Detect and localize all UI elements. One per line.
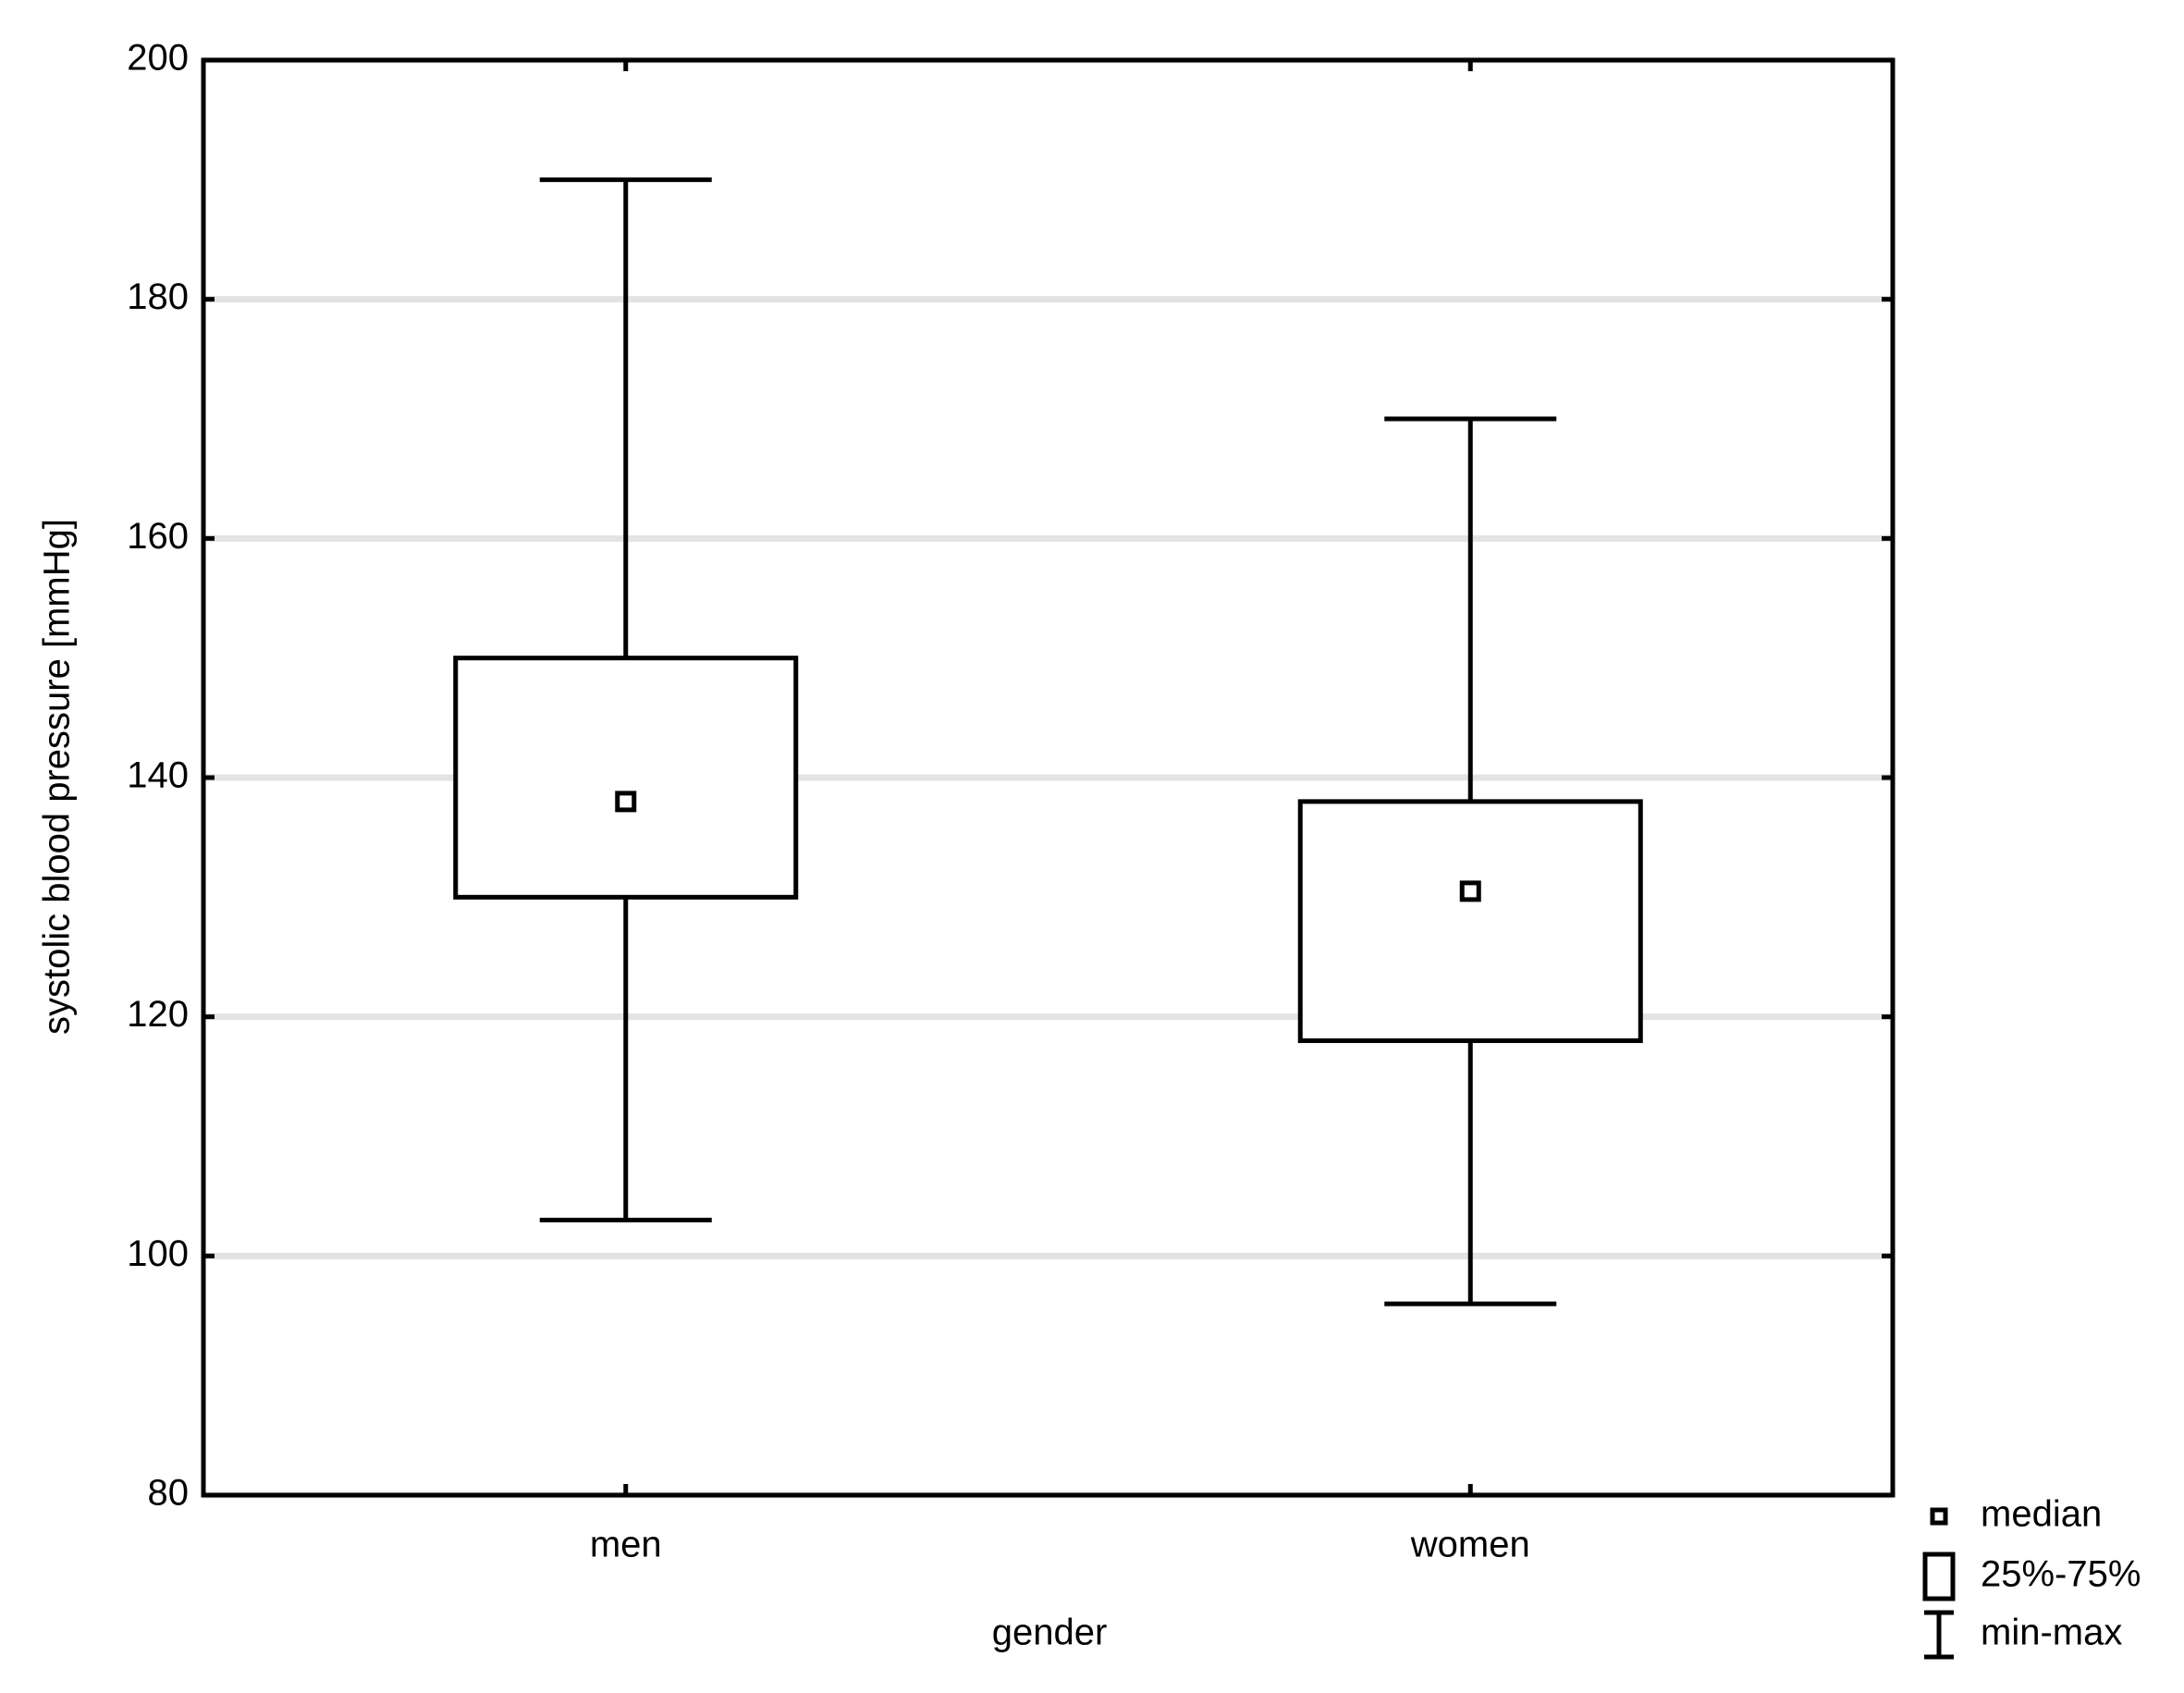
- y-tick-label: 120: [127, 994, 189, 1035]
- box: [1297, 799, 1643, 1044]
- y-tick-label: 180: [127, 276, 189, 317]
- y-tick-label: 200: [127, 38, 189, 79]
- x-axis-label: gender: [992, 1613, 1108, 1653]
- median-marker: [615, 791, 637, 813]
- x-tick-label: men: [590, 1525, 662, 1565]
- median-marker: [1459, 880, 1481, 902]
- legend-median-icon: [1930, 1507, 1948, 1526]
- y-tick-label: 80: [148, 1473, 190, 1514]
- legend-label: 25%-75%: [1981, 1554, 2141, 1595]
- y-tick-label: 100: [127, 1233, 189, 1274]
- plot-frame: [201, 57, 1896, 1498]
- legend-label: median: [1981, 1494, 2102, 1535]
- box: [453, 656, 799, 900]
- x-tick-label: women: [1410, 1525, 1530, 1565]
- y-tick-label: 160: [127, 516, 189, 557]
- legend-label: min-max: [1981, 1613, 2122, 1653]
- legend-box-icon: [1922, 1552, 1956, 1601]
- y-tick-label: 140: [127, 755, 189, 796]
- y-axis-label: systolic blood pressure [mmHg]: [37, 519, 78, 1035]
